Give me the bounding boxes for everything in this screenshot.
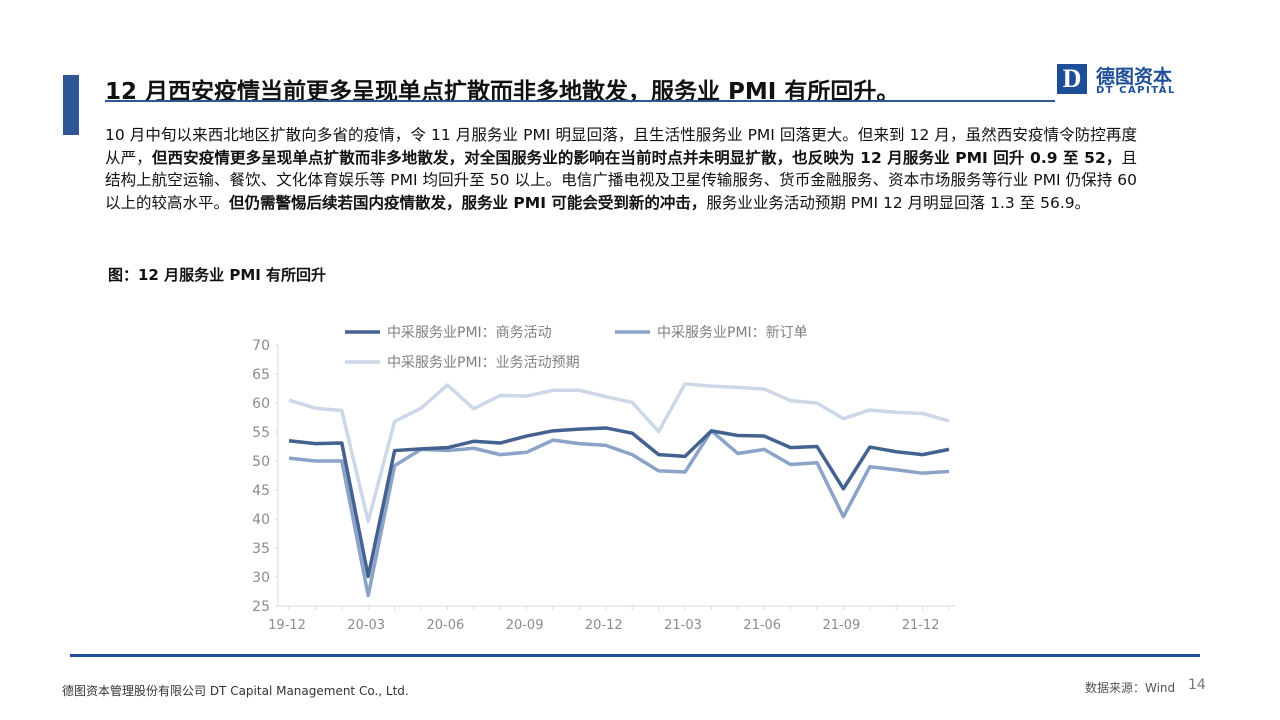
x-tick-label: 20-06	[427, 618, 465, 633]
y-tick-label: 40	[252, 512, 270, 528]
x-tick-label: 19-12	[268, 618, 306, 633]
y-tick-label: 30	[252, 570, 270, 586]
y-tick-label: 60	[252, 396, 270, 412]
series-line	[288, 426, 950, 579]
footer-company: 德图资本管理股份有限公司 DT Capital Management Co., …	[62, 684, 409, 698]
y-tick-label: 25	[252, 599, 270, 615]
series-line	[288, 382, 950, 524]
x-tick-label: 20-03	[347, 618, 385, 633]
legend-label: 中采服务业PMI：业务活动预期	[387, 355, 580, 371]
x-tick-label: 21-03	[664, 618, 702, 633]
y-tick-label: 55	[252, 425, 270, 441]
page-number: 14	[1188, 677, 1206, 693]
logo-en: DT CAPITAL	[1096, 85, 1176, 96]
y-tick-label: 50	[252, 454, 270, 470]
x-tick-label: 21-12	[902, 618, 940, 633]
x-tick-label: 20-09	[506, 618, 544, 633]
body-segment: 但仍需警惕后续若国内疫情散发，服务业 PMI 可能会受到新的冲击，	[229, 193, 707, 212]
y-tick-label: 45	[252, 483, 270, 499]
legend-label: 中采服务业PMI：新订单	[657, 325, 808, 341]
title-rule	[105, 100, 1055, 102]
body-segment: 且结构上航空运输、餐饮、文化体育娱乐等 PMI 均回升至 50 以上。电信广播电…	[105, 148, 1137, 212]
x-tick-label: 21-09	[823, 618, 861, 633]
x-tick-label: 20-12	[585, 618, 623, 633]
title-bar	[63, 75, 79, 135]
y-tick-label: 70	[252, 338, 270, 354]
chart-caption: 图：12 月服务业 PMI 有所回升	[108, 266, 327, 284]
y-tick-label: 35	[252, 541, 270, 557]
logo-cn: 德图资本	[1096, 66, 1173, 88]
body-segment: 但西安疫情更多呈现单点扩散而非多地散发，对全国服务业的影响在当前时点并未明显扩散…	[151, 148, 1122, 167]
logo-mark: D	[1057, 64, 1087, 94]
body-segment: 10 月中旬以来西北地区扩散向多省的疫情，令 11 月服务业 PMI 明显回落，…	[105, 126, 1137, 167]
footer-rule	[70, 654, 1200, 657]
footer-source: 数据来源：Wind	[1085, 681, 1176, 695]
y-tick-label: 65	[252, 367, 270, 383]
x-tick-label: 21-06	[743, 618, 781, 633]
legend-label: 中采服务业PMI：商务活动	[387, 325, 552, 341]
body-segment: 服务业业务活动预期 PMI 12 月明显回落 1.3 至 56.9。	[706, 193, 1091, 212]
series-line	[288, 429, 950, 598]
body-text: 10 月中旬以来西北地区扩散向多省的疫情，令 11 月服务业 PMI 明显回落，…	[105, 124, 1137, 214]
